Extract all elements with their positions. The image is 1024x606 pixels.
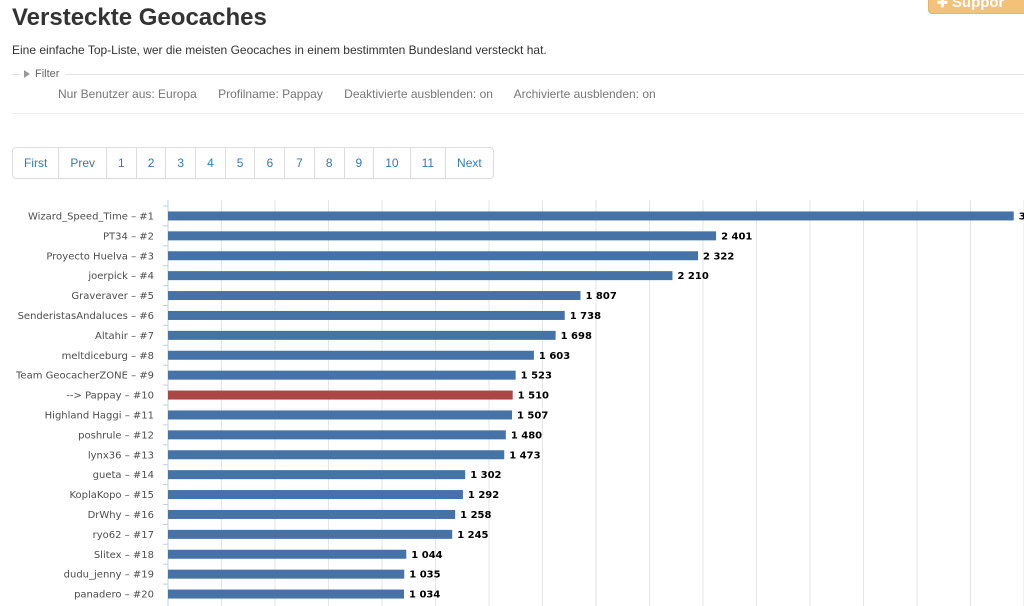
data-label: 2 210: [677, 271, 708, 282]
category-label: ryo62 – #17: [93, 530, 154, 541]
bar: [168, 589, 405, 599]
page-10[interactable]: 10: [373, 148, 409, 178]
category-label: gueta – #14: [93, 470, 154, 481]
data-label: 1 507: [517, 410, 548, 421]
filter-divider: [12, 74, 1024, 75]
category-label: lynx36 – #13: [88, 450, 154, 461]
data-label: 1 035: [409, 570, 440, 581]
bar: [168, 529, 453, 539]
bar: [168, 549, 407, 559]
bar: [168, 291, 581, 301]
page-11[interactable]: 11: [409, 148, 445, 178]
category-label: Graveraver – #5: [71, 291, 154, 302]
category-label: --> Pappay – #10: [66, 391, 154, 402]
bar: [168, 310, 565, 320]
page-1[interactable]: 1: [106, 148, 136, 178]
page-3[interactable]: 3: [165, 148, 195, 178]
category-label: joerpick – #4: [87, 271, 154, 282]
data-label: 1 807: [585, 291, 616, 302]
category-label: Team GeocacherZONE – #9: [15, 371, 154, 382]
bar: [168, 211, 1014, 221]
bar: [168, 231, 717, 241]
category-label: Wizard_Speed_Time – #1: [28, 211, 154, 222]
filter-item-profile: Profilname: Pappay: [218, 87, 323, 101]
support-label: Suppor: [951, 0, 1005, 11]
page-prev[interactable]: Prev: [58, 148, 106, 178]
data-label: 1 698: [561, 331, 592, 342]
data-label: 1 245: [457, 530, 488, 541]
bar: [168, 470, 466, 480]
bar: [168, 569, 405, 579]
category-label: Slitex – #18: [94, 550, 154, 561]
data-label: 1 473: [509, 450, 540, 461]
page-2[interactable]: 2: [135, 148, 166, 178]
page-title: Versteckte Geocaches: [12, 4, 267, 31]
category-label: Proyecto Huelva – #3: [46, 251, 154, 262]
page-subtitle: Eine einfache Top-Liste, wer die meisten…: [12, 43, 547, 57]
bar: [168, 450, 505, 460]
category-label: poshrule – #12: [78, 430, 154, 441]
data-label: 1 510: [518, 391, 549, 402]
category-label: panadero – #20: [74, 590, 154, 601]
page-next[interactable]: Next: [445, 148, 493, 178]
page-5[interactable]: 5: [224, 148, 255, 178]
filter-legend-label: Filter: [35, 68, 60, 80]
page-8[interactable]: 8: [313, 148, 344, 178]
bar: [168, 390, 513, 400]
category-label: Highland Haggi – #11: [45, 410, 154, 421]
page-4[interactable]: 4: [195, 148, 225, 178]
bar: [168, 370, 516, 380]
bar: [168, 271, 673, 281]
page-first[interactable]: First: [24, 156, 48, 170]
page-9[interactable]: 9: [343, 148, 374, 178]
filter-item-archived: Archivierte ausblenden: on: [513, 87, 656, 101]
category-label: PT34 – #2: [103, 231, 154, 242]
bar: [168, 330, 556, 340]
data-label: 2 322: [703, 251, 734, 262]
category-label: dudu_jenny – #19: [64, 570, 154, 581]
expand-triangle-icon: [24, 70, 30, 79]
category-label: Altahir – #7: [95, 331, 154, 342]
bar: [168, 251, 699, 261]
bar: [168, 350, 534, 360]
filter-summary: Nur Benutzer aus: Europa Profilname: Pap…: [58, 87, 674, 101]
data-label: 1 603: [539, 351, 570, 362]
data-label: 1 523: [521, 371, 552, 382]
data-label: 1 302: [470, 470, 501, 481]
filter-bottom-divider: [12, 113, 1024, 114]
pagination: First Prev 1 2 3 4 5 6 7 8 9 10 11 Next: [12, 147, 494, 179]
bar: [168, 410, 512, 420]
page-6[interactable]: 6: [254, 148, 284, 178]
data-label: 1 258: [460, 510, 491, 521]
filter-item-country: Nur Benutzer aus: Europa: [58, 87, 197, 101]
data-label: 3 705: [1019, 211, 1024, 222]
data-label: 1 044: [411, 550, 442, 561]
bar-chart: Wizard_Speed_Time – #1 3 705 PT34 – #2 2 40…: [15, 200, 1024, 606]
data-label: 1 292: [468, 490, 499, 501]
data-label: 2 401: [721, 231, 752, 242]
category-label: meltdiceburg – #8: [62, 351, 154, 362]
bar: [168, 509, 456, 519]
category-label: DrWhy – #16: [88, 510, 154, 521]
puzzle-icon: ✚: [937, 0, 948, 10]
page-7[interactable]: 7: [284, 148, 314, 178]
filter-item-deactivated: Deaktivierte ausblenden: on: [344, 87, 493, 101]
support-button[interactable]: ✚ Suppor: [928, 0, 1024, 14]
bar: [168, 490, 463, 500]
filter-toggle[interactable]: Filter: [20, 68, 66, 80]
data-label: 1 738: [570, 311, 601, 322]
data-label: 1 480: [511, 430, 542, 441]
bar: [168, 430, 506, 440]
category-label: SenderistasAndaluces – #6: [18, 311, 154, 322]
category-label: KoplaKopo – #15: [69, 490, 154, 501]
data-label: 1 034: [409, 590, 440, 601]
